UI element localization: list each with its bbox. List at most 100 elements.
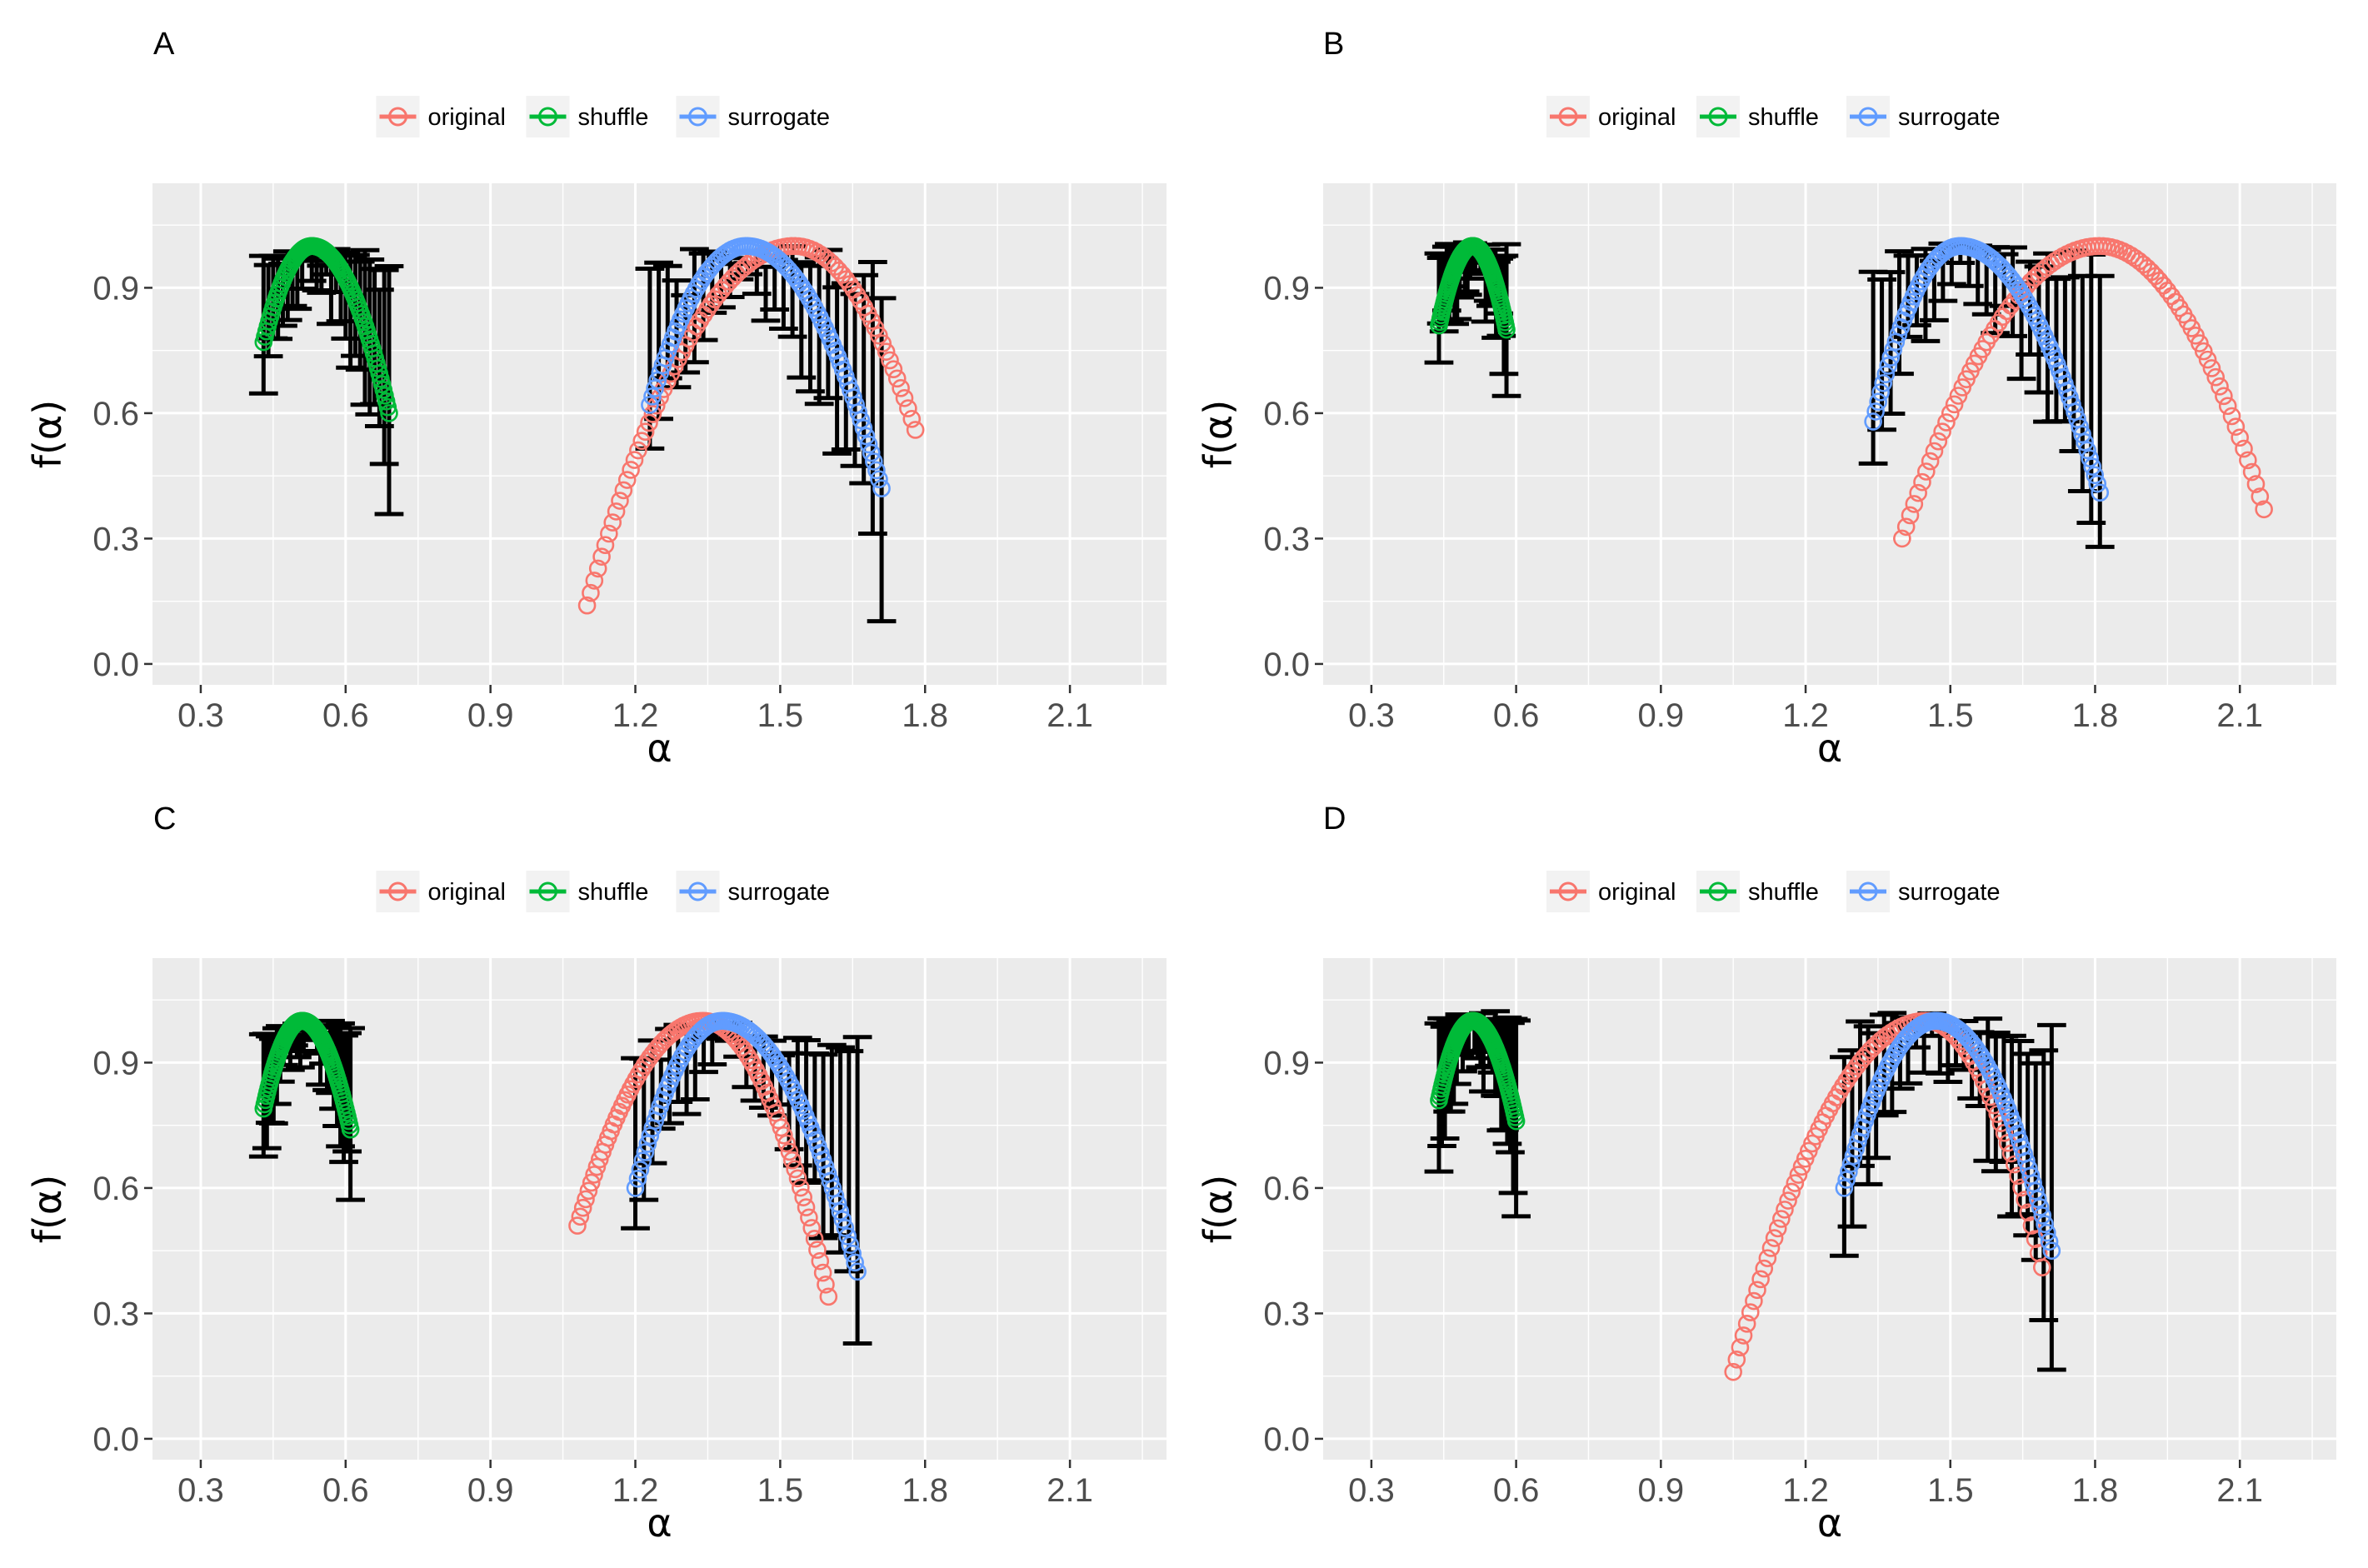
- x-tick-label: 1.5: [1927, 697, 1974, 734]
- x-axis-title: α: [647, 726, 672, 771]
- legend: original shuffle surrogate: [1546, 96, 2001, 137]
- data-point: [641, 396, 659, 414]
- data-point: [2218, 397, 2237, 416]
- x-axis-title: α: [647, 1501, 672, 1546]
- data-point: [895, 388, 914, 407]
- data-point: [2078, 441, 2096, 460]
- legend-entry-surrogate: surrogate: [676, 96, 831, 137]
- data-point: [794, 1188, 812, 1206]
- legend-entry-original: original: [1546, 96, 1676, 137]
- data-point: [811, 1251, 830, 1271]
- data-point: [1871, 383, 1890, 402]
- data-point: [1789, 1166, 1808, 1184]
- data-point: [633, 1151, 652, 1170]
- data-point: [629, 441, 647, 460]
- data-point: [797, 1198, 816, 1216]
- data-point: [582, 583, 600, 602]
- plot-area: [1424, 1009, 2066, 1381]
- data-point: [2081, 449, 2099, 467]
- legend-marker: [688, 107, 707, 127]
- data-point: [831, 1202, 850, 1221]
- panel-tag: B: [1323, 27, 1344, 62]
- legend-label: original: [1598, 879, 1676, 906]
- x-tick-label: 1.5: [757, 697, 804, 734]
- legend-entry-original: original: [376, 96, 507, 137]
- data-point: [2206, 367, 2226, 387]
- data-point: [341, 1120, 360, 1139]
- data-point: [585, 1166, 603, 1184]
- y-tick-label: 0.0: [92, 647, 139, 683]
- data-point: [579, 1181, 598, 1201]
- data-point: [1921, 452, 1940, 471]
- y-tick-label: 0.9: [1263, 270, 1310, 307]
- data-point: [1941, 404, 1960, 422]
- legend-label: shuffle: [1748, 879, 1819, 906]
- data-point: [1901, 506, 1920, 525]
- x-axis-title: α: [1817, 726, 1842, 771]
- data-point: [632, 432, 652, 451]
- y-tick-label: 0.6: [1263, 1171, 1310, 1207]
- legend-marker: [538, 107, 557, 127]
- data-point: [1758, 1249, 1777, 1267]
- data-point: [2026, 1181, 2045, 1201]
- data-point: [2222, 407, 2241, 426]
- data-point: [1945, 395, 1964, 414]
- panel-tag: D: [1323, 801, 1346, 836]
- data-point: [2246, 475, 2266, 493]
- legend-label: surrogate: [728, 104, 831, 131]
- data-point: [1893, 529, 1911, 548]
- data-point: [380, 404, 398, 422]
- data-point: [2231, 428, 2249, 447]
- data-point: [780, 1142, 799, 1161]
- data-point: [1925, 442, 1944, 461]
- legend-entry-shuffle: shuffle: [1696, 96, 1819, 137]
- legend-marker: [538, 881, 557, 901]
- data-point: [846, 1253, 864, 1272]
- data-point: [906, 421, 925, 439]
- data-point: [571, 1207, 590, 1226]
- data-point: [603, 513, 622, 532]
- data-point: [2251, 487, 2270, 506]
- data-point: [867, 461, 886, 480]
- data-point: [865, 452, 883, 471]
- data-point: [1953, 378, 1972, 397]
- data-point: [786, 1160, 804, 1179]
- y-tick-label: 0.3: [1263, 521, 1310, 557]
- data-point: [2024, 1174, 2043, 1193]
- data-point: [843, 1244, 862, 1263]
- data-point: [588, 559, 607, 578]
- data-point: [862, 443, 881, 462]
- data-point: [881, 351, 899, 370]
- plot-area: [248, 237, 925, 624]
- data-point: [1949, 387, 1968, 405]
- data-point: [582, 1173, 601, 1192]
- data-point: [1768, 1219, 1787, 1238]
- y-tick-label: 0.0: [1263, 1421, 1310, 1458]
- data-point: [2086, 466, 2105, 485]
- data-point: [802, 1219, 822, 1237]
- data-point: [828, 1194, 847, 1213]
- data-point: [873, 334, 892, 353]
- data-point: [573, 1198, 592, 1217]
- legend-label: original: [428, 104, 507, 131]
- y-tick-label: 0.0: [92, 1421, 139, 1458]
- y-tick-label: 0.0: [1263, 647, 1310, 683]
- y-tick-label: 0.9: [92, 270, 139, 307]
- data-point: [887, 369, 907, 388]
- series-shuffle: [254, 237, 398, 422]
- data-point: [577, 596, 597, 615]
- data-point: [872, 479, 891, 498]
- data-point: [1864, 412, 1882, 431]
- data-point: [1933, 422, 1951, 441]
- data-point: [2215, 387, 2233, 406]
- legend-marker: [1708, 881, 1728, 901]
- x-tick-label: 1.2: [1782, 1472, 1829, 1509]
- data-point: [2194, 342, 2213, 361]
- data-point: [1731, 1338, 1750, 1357]
- data-point: [2033, 1206, 2052, 1225]
- series-original: [577, 237, 925, 615]
- x-axis-title: α: [1817, 1501, 1842, 1546]
- y-tick-label: 0.6: [92, 396, 139, 432]
- data-point: [640, 413, 658, 432]
- data-point: [877, 342, 896, 361]
